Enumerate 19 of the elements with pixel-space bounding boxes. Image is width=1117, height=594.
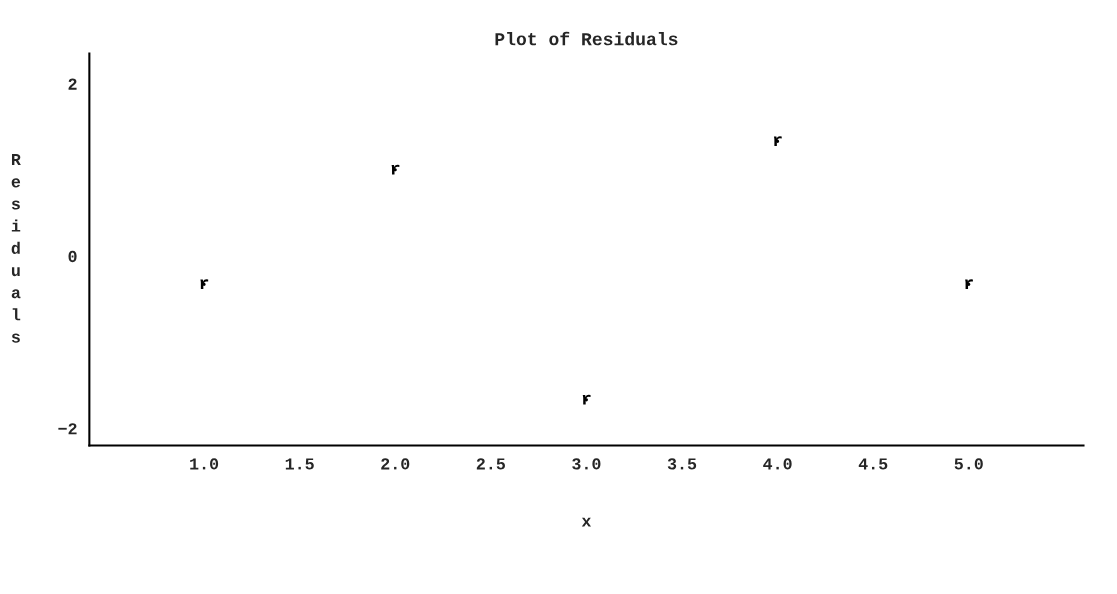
x-tick-label: 5.0 (954, 458, 983, 470)
x-tick-label: 1.0 (190, 458, 219, 470)
x-tick-label: 4.0 (763, 458, 792, 470)
chart-title: Plot of Residuals (495, 31, 678, 46)
x-tick-label: 1.5 (285, 458, 314, 470)
x-tick-label: 2.5 (476, 458, 505, 470)
x-tick-label: 2.0 (381, 458, 410, 470)
annotation: r (582, 394, 591, 405)
x-axis-title: x (581, 517, 592, 527)
annotation: r (773, 136, 782, 147)
y-tick-label: −2 (58, 423, 77, 435)
x-tick-label: 3.0 (572, 458, 601, 470)
x-tick-label: 4.5 (858, 458, 888, 470)
text: Residuals (11, 154, 21, 343)
annotation: r (200, 279, 209, 290)
x-tick-label: 3.5 (667, 458, 697, 470)
y-tick-label: 0 (68, 250, 77, 263)
y-tick-label: 2 (68, 78, 77, 90)
annotation: r (965, 279, 973, 290)
